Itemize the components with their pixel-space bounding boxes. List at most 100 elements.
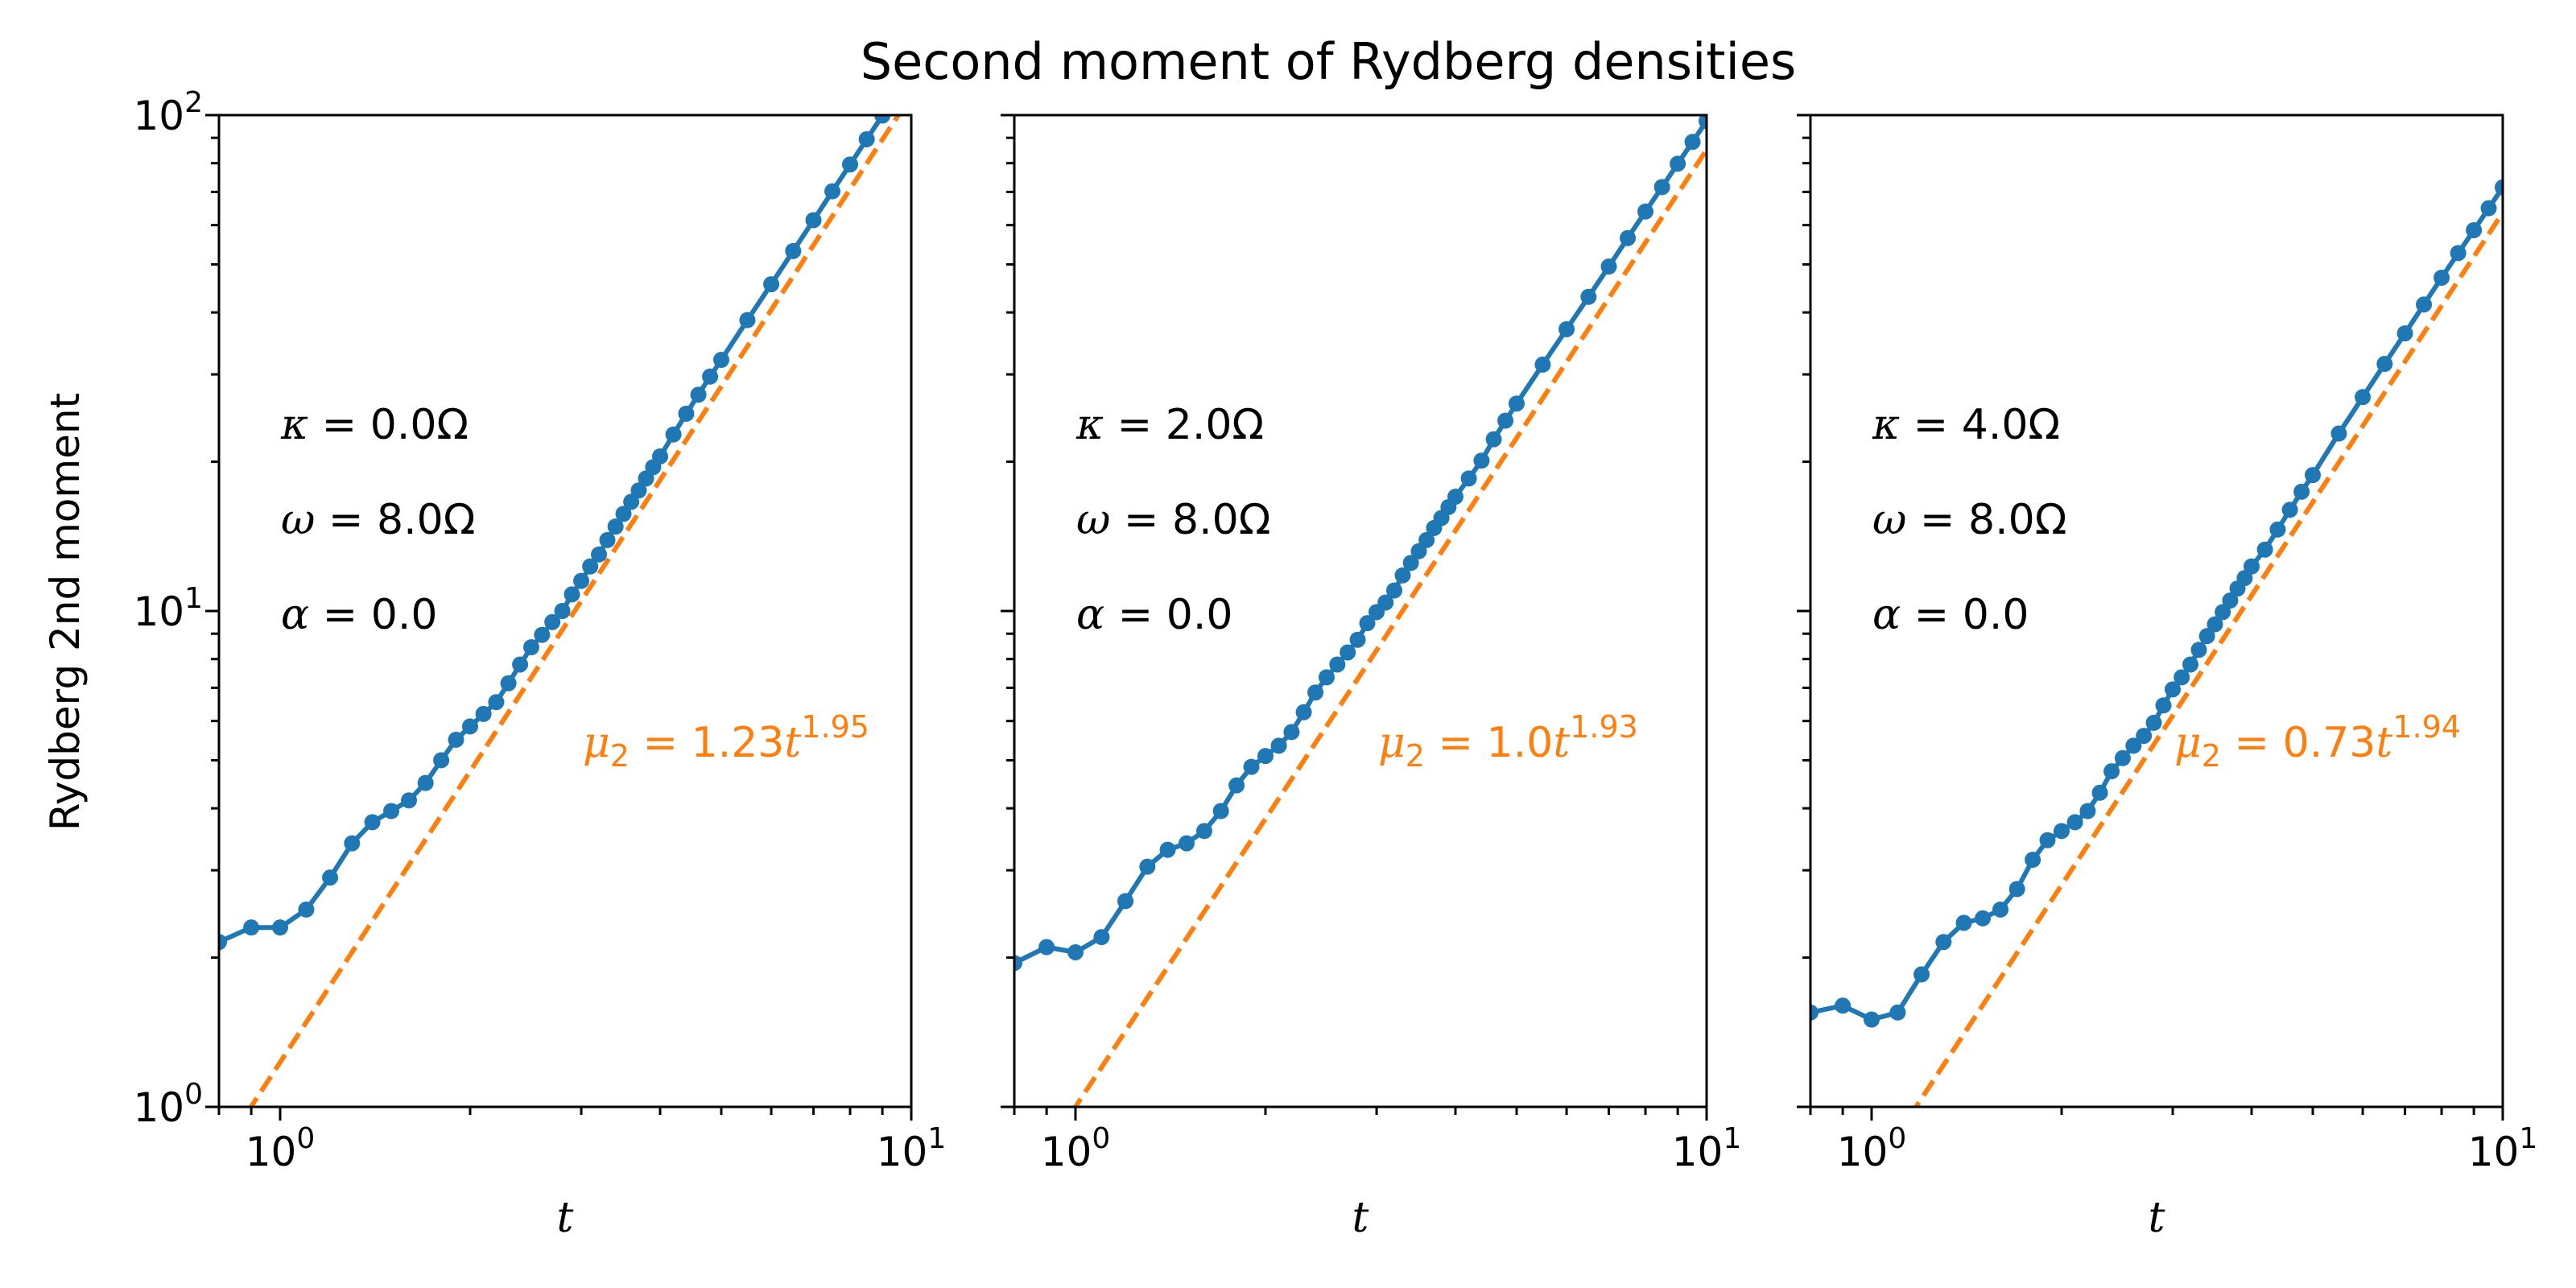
data-point xyxy=(1473,452,1490,469)
fit-subscript: 2 xyxy=(610,738,630,774)
data-point xyxy=(1257,748,1274,765)
data-point xyxy=(1558,320,1575,337)
param-symbol: ω xyxy=(1872,496,1906,544)
data-point xyxy=(1139,858,1156,875)
y-tick-label-3: 102 xyxy=(133,86,203,139)
data-point xyxy=(544,613,561,630)
data-point xyxy=(2039,832,2056,848)
data-point xyxy=(1386,582,1403,599)
data-point xyxy=(2256,541,2273,558)
data-point xyxy=(739,312,756,328)
param-label-3: α = 0.0 xyxy=(1076,591,1232,639)
data-point xyxy=(2376,356,2393,373)
data-point xyxy=(842,156,859,173)
x-tick-label-2-exp: 1 xyxy=(1723,1122,1741,1155)
data-point xyxy=(1159,841,1176,858)
data-point xyxy=(652,448,669,464)
x-tick-label-2-exp: 1 xyxy=(927,1122,946,1155)
fit-coef: = 0.73 xyxy=(2221,719,2376,767)
data-point xyxy=(1889,1004,1906,1021)
data-point xyxy=(2207,616,2223,633)
data-point xyxy=(1534,356,1551,373)
data-point xyxy=(383,803,400,819)
data-point xyxy=(2222,592,2239,609)
y-tick-label-1-exp: 0 xyxy=(184,1078,203,1111)
data-point xyxy=(1377,594,1394,611)
data-point xyxy=(1212,803,1229,819)
data-point xyxy=(763,276,780,293)
x-tick-label-2-base: 10 xyxy=(2468,1129,2520,1175)
data-point xyxy=(417,774,434,791)
data-point xyxy=(2114,749,2131,766)
x-axis-label-var: t xyxy=(557,1194,574,1242)
data-point xyxy=(2198,628,2215,645)
param-value: = 8.0Ω xyxy=(1110,496,1270,544)
data-series-1 xyxy=(1014,115,1707,972)
panel-3: κ = 4.0Ωω = 8.0Ωα = 0.0μ2 = 0.73t1.94100… xyxy=(1797,114,2537,1242)
data-point xyxy=(785,242,802,259)
data-point xyxy=(665,426,682,443)
x-axis-label: t xyxy=(557,1194,574,1242)
param-value: = 0.0 xyxy=(1104,591,1232,639)
data-point xyxy=(1699,115,1707,130)
fit-equation: μ2 = 1.0t1.93 xyxy=(1378,709,1638,774)
data-point xyxy=(2304,467,2321,484)
fit-exponent: 1.94 xyxy=(2392,709,2461,745)
data-point xyxy=(564,586,580,603)
data-point xyxy=(678,405,695,422)
data-point xyxy=(1670,155,1686,172)
param-value: = 0.0Ω xyxy=(308,401,469,449)
data-point xyxy=(1307,684,1324,701)
x-tick-label-1-exp: 0 xyxy=(296,1122,315,1155)
data-point xyxy=(2466,221,2483,238)
x-tick-label-1: 100 xyxy=(1837,1122,1907,1175)
param-value: = 2.0Ω xyxy=(1104,401,1264,449)
param-symbol: κ xyxy=(280,401,308,449)
data-point xyxy=(219,934,227,951)
data-point xyxy=(364,814,381,831)
data-point xyxy=(1093,929,1110,946)
data-point xyxy=(500,675,517,691)
x-tick-label-2-exp: 1 xyxy=(2519,1122,2537,1155)
data-point xyxy=(1600,258,1617,275)
data-point xyxy=(2008,881,2025,898)
data-point xyxy=(2155,697,2172,714)
param-symbol: ω xyxy=(281,496,315,544)
data-point xyxy=(1637,203,1654,220)
param-symbol: α xyxy=(1872,591,1901,639)
data-series-1 xyxy=(1810,179,2503,1028)
data-point xyxy=(475,705,492,722)
fit-mu: μ xyxy=(583,719,610,767)
data-point xyxy=(461,718,478,735)
data-point xyxy=(573,572,590,589)
x-axis-label-var: t xyxy=(2149,1194,2165,1242)
param-symbol: α xyxy=(1076,591,1104,639)
fit-var: t xyxy=(784,719,801,767)
data-point xyxy=(1418,531,1435,548)
data-point xyxy=(448,731,464,748)
data-point xyxy=(582,558,599,575)
data-point xyxy=(630,482,647,499)
fit-coef: = 1.23 xyxy=(630,719,784,767)
data-point xyxy=(271,919,288,936)
data-point xyxy=(2396,325,2413,342)
x-tick-label-1-exp: 0 xyxy=(1888,1122,1906,1155)
data-point xyxy=(2025,852,2041,869)
data-point xyxy=(858,130,875,147)
data-point xyxy=(1992,901,2009,918)
data-point xyxy=(805,212,822,229)
param-label-1: κ = 2.0Ω xyxy=(1075,401,1264,449)
data-point xyxy=(1935,934,1952,951)
data-point xyxy=(1014,955,1022,972)
param-label-2: ω = 8.0Ω xyxy=(1076,496,1270,544)
data-point xyxy=(2125,737,2142,754)
data-point xyxy=(1620,229,1637,246)
x-tick-label-2-base: 10 xyxy=(877,1129,928,1175)
data-point xyxy=(1394,567,1411,584)
param-label-1: κ = 4.0Ω xyxy=(1872,401,2060,449)
data-point xyxy=(243,919,260,936)
fit-exponent: 1.93 xyxy=(1570,709,1638,745)
data-point xyxy=(1402,555,1419,572)
data-point xyxy=(554,603,571,619)
